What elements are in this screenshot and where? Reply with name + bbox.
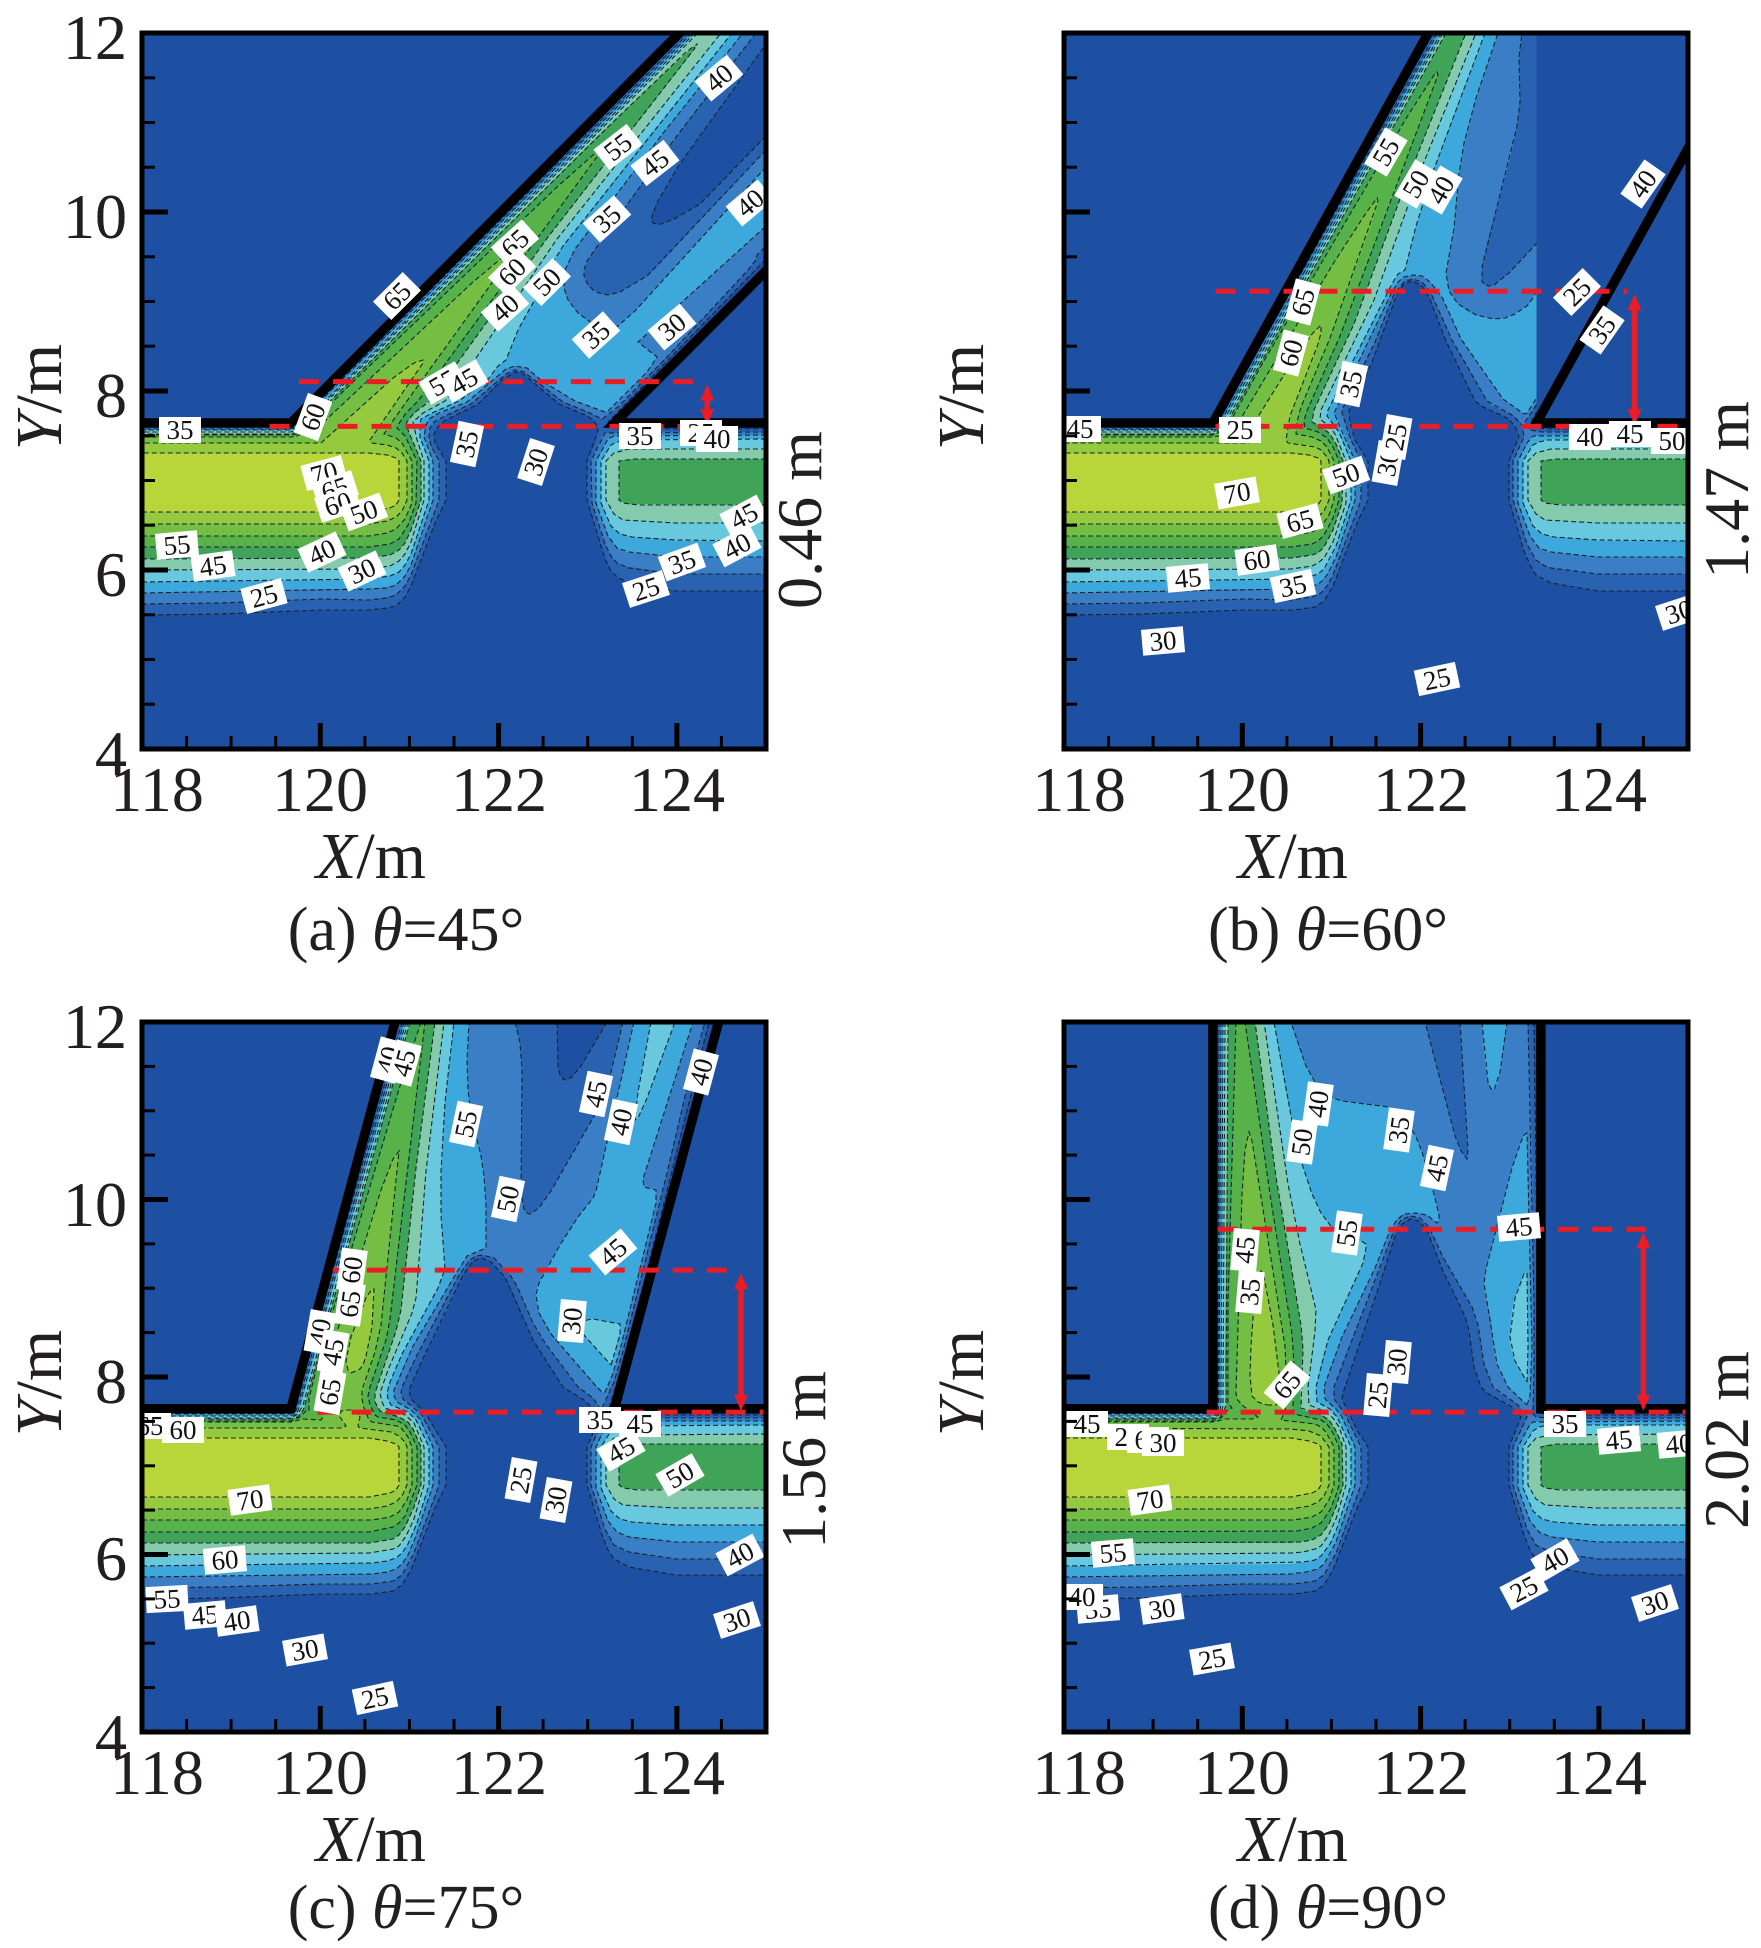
svg-text:60: 60 [1242,543,1273,576]
svg-text:45: 45 [198,549,229,582]
svg-text:55: 55 [1098,1537,1128,1569]
svg-text:70: 70 [1221,476,1253,510]
svg-text:35: 35 [450,428,485,461]
svg-text:35: 35 [587,1405,614,1435]
svg-text:35: 35 [1334,368,1369,401]
svg-text:45: 45 [1229,1235,1261,1265]
svg-text:50: 50 [1659,426,1686,456]
svg-text:35: 35 [1277,569,1310,604]
svg-text:30: 30 [1148,625,1178,657]
svg-text:45: 45 [1420,1152,1455,1185]
svg-text:55: 55 [1330,1218,1363,1249]
svg-text:30: 30 [539,1484,573,1516]
svg-text:60: 60 [335,1255,368,1286]
svg-text:50: 50 [1285,1127,1318,1158]
svg-text:65: 65 [138,1411,164,1441]
svg-text:65: 65 [333,1289,366,1320]
svg-text:30: 30 [556,1306,588,1336]
svg-text:70: 70 [235,1483,266,1516]
svg-text:30: 30 [1381,1347,1413,1377]
svg-text:65: 65 [313,1376,347,1408]
svg-text:25: 25 [359,1681,392,1716]
svg-text:45: 45 [1173,562,1203,594]
svg-text:25: 25 [504,1464,538,1496]
svg-text:45: 45 [1504,1211,1534,1243]
svg-text:45: 45 [579,1078,614,1111]
svg-text:60: 60 [210,1544,240,1576]
svg-text:25: 25 [1227,415,1254,445]
svg-text:45: 45 [316,1336,350,1368]
svg-text:45: 45 [1604,1424,1634,1456]
svg-text:45: 45 [190,1599,220,1631]
svg-text:35: 35 [167,415,194,445]
svg-text:35: 35 [1552,1409,1579,1439]
svg-text:55: 55 [162,529,192,561]
svg-text:25: 25 [1196,1642,1228,1676]
svg-text:70: 70 [1135,1483,1166,1516]
svg-text:45: 45 [1067,414,1094,444]
svg-text:25: 25 [1421,662,1454,697]
svg-text:40: 40 [1664,1428,1692,1460]
svg-text:35: 35 [1234,1277,1266,1307]
svg-text:30: 30 [1147,1592,1178,1625]
svg-text:60: 60 [170,1415,197,1445]
svg-text:45: 45 [1074,1409,1101,1439]
svg-text:35: 35 [1382,1115,1415,1146]
svg-text:35: 35 [627,421,654,451]
svg-text:40: 40 [704,424,731,454]
svg-text:30: 30 [1150,1428,1177,1458]
svg-text:40: 40 [1069,1582,1096,1612]
svg-text:50: 50 [491,1183,526,1216]
svg-text:55: 55 [449,1108,484,1141]
svg-text:40: 40 [604,1106,639,1139]
svg-text:55: 55 [153,1583,182,1614]
svg-text:25: 25 [1362,1380,1394,1410]
svg-text:40: 40 [1301,1089,1334,1120]
svg-text:45: 45 [1617,419,1644,449]
svg-text:40: 40 [1577,422,1604,452]
svg-text:45: 45 [627,1409,654,1439]
svg-text:30: 30 [289,1633,321,1667]
svg-text:40: 40 [222,1604,253,1637]
svg-text:25: 25 [1379,421,1413,453]
